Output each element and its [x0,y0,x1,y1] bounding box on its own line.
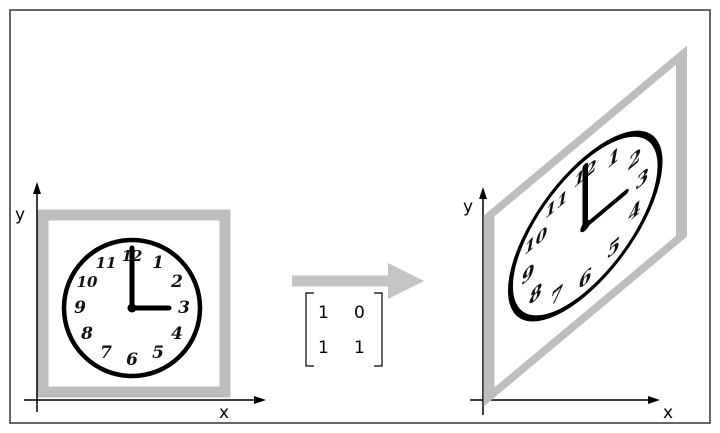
matrix-entry-r1c2: 0 [354,303,365,323]
matrix-right-bracket [374,292,383,367]
original-y-axis-label: y [15,205,25,225]
figure-border [9,9,711,424]
sheared-x-axis-label: x [663,403,673,423]
matrix-entry-r2c2: 1 [354,338,365,358]
original-x-axis-label: x [219,403,229,423]
matrix-entry-r1c1: 1 [318,303,329,323]
sheared-axes [470,187,660,415]
matrix-left-bracket [305,292,314,367]
sheared-y-axis-label: y [463,197,473,217]
transform-arrow [292,263,424,299]
original-axes [24,182,266,412]
sheared-content [483,45,688,407]
matrix-entry-r2c1: 1 [318,338,329,358]
original-clock [64,240,200,376]
sheared-frame [483,45,688,407]
original-frame [37,209,231,398]
original-clock-face [64,240,200,376]
original-panel: y x [15,182,266,423]
shear-matrix: 1 0 1 1 [305,292,383,367]
sheared-panel: y x [463,45,688,423]
